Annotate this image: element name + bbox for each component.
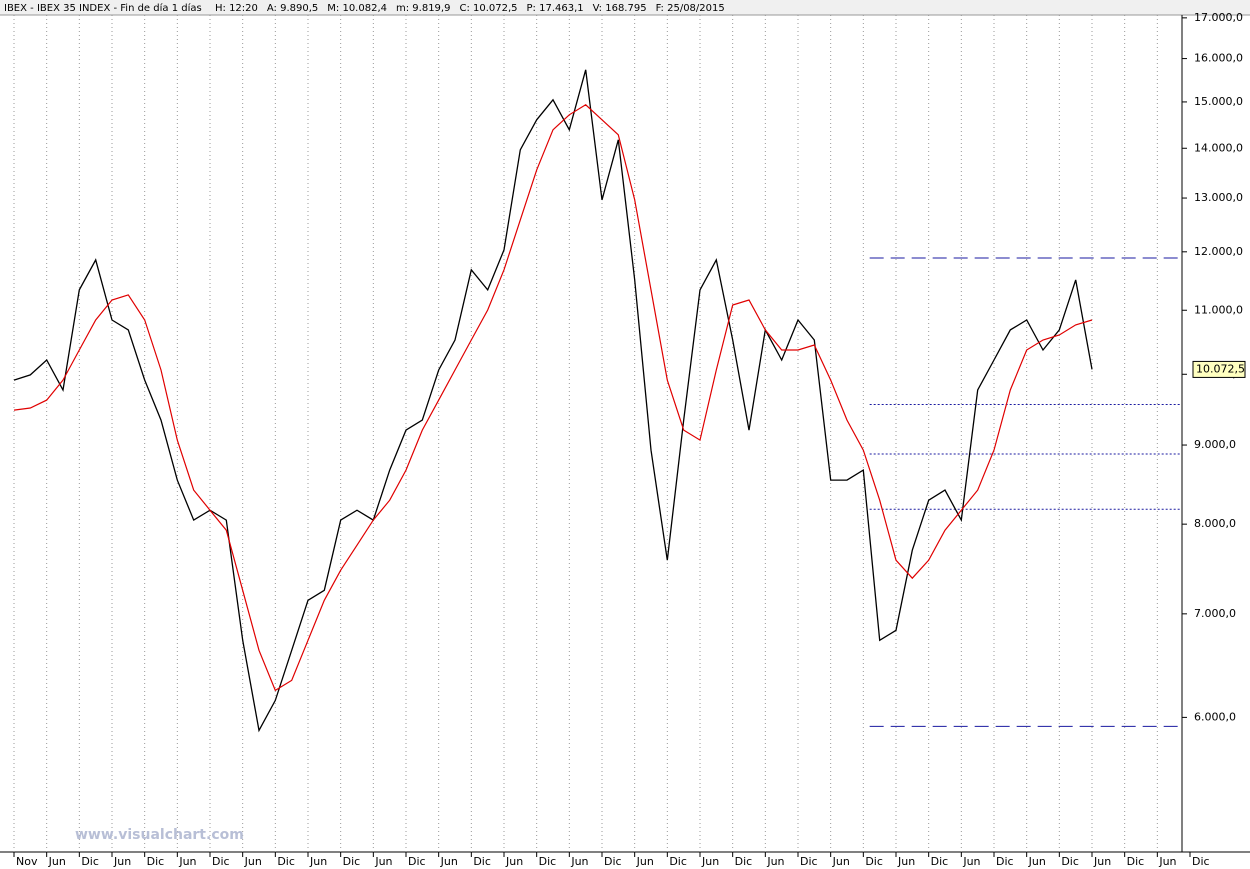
x-tick-label: Jun: [766, 855, 784, 868]
y-tick-label: 17.000,0: [1194, 11, 1243, 24]
x-tick-label: Dic: [212, 855, 230, 868]
y-tick-label: 12.000,0: [1194, 245, 1243, 258]
x-tick-label: Dic: [865, 855, 883, 868]
x-tick-label: Dic: [1192, 855, 1210, 868]
plot: [13, 69, 1180, 733]
series-line: [13, 69, 1093, 733]
price-tag: 10.072,5: [1196, 362, 1245, 375]
x-tick-label: Jun: [570, 855, 588, 868]
x-tick-label: Dic: [147, 855, 165, 868]
header-field: m: 9.819,9: [396, 3, 450, 14]
x-tick-label: Jun: [48, 855, 66, 868]
x-tick-label: Jun: [505, 855, 523, 868]
header-field: V: 168.795: [593, 3, 647, 14]
x-tick-label: Dic: [931, 855, 949, 868]
y-tick-label: 8.000,0: [1194, 517, 1236, 530]
x-tick-label: Dic: [1127, 855, 1145, 868]
x-tick-label: Jun: [897, 855, 915, 868]
header-bar: [0, 0, 1250, 15]
x-tick-label: Jun: [636, 855, 654, 868]
x-tick-label: Jun: [440, 855, 458, 868]
x-tick-label: Dic: [539, 855, 557, 868]
x-tick-label: Jun: [178, 855, 196, 868]
header-title: IBEX - IBEX 35 INDEX - Fin de día 1 días: [4, 2, 202, 14]
x-tick-label: Dic: [800, 855, 818, 868]
y-tick-label: 7.000,0: [1194, 607, 1236, 620]
header-field: F: 25/08/2015: [656, 3, 725, 14]
x-tick-label: Nov: [16, 855, 38, 868]
x-tick-label: Jun: [832, 855, 850, 868]
y-tick-label: 11.000,0: [1194, 303, 1243, 316]
header-field: M: 10.082,4: [327, 3, 387, 14]
y-tick-label: 9.000,0: [1194, 438, 1236, 451]
x-tick-label: Dic: [1061, 855, 1079, 868]
x-tick-label: Jun: [113, 855, 131, 868]
x-tick-label: Jun: [962, 855, 980, 868]
x-tick-label: Dic: [669, 855, 687, 868]
x-tick-label: Dic: [996, 855, 1014, 868]
y-tick-label: 13.000,0: [1194, 191, 1243, 204]
x-tick-label: Jun: [1158, 855, 1176, 868]
x-tick-label: Dic: [604, 855, 622, 868]
x-tick-label: Jun: [701, 855, 719, 868]
x-tick-label: Dic: [277, 855, 295, 868]
watermark: www.visualchart.com: [75, 827, 244, 843]
x-tick-label: Dic: [81, 855, 99, 868]
x-tick-label: Dic: [735, 855, 753, 868]
header-field: H: 12:20: [215, 3, 258, 14]
x-tick-label: Dic: [473, 855, 491, 868]
price-tag-box: [1192, 360, 1246, 378]
x-tick-label: Jun: [374, 855, 392, 868]
header-field: A: 9.890,5: [267, 3, 318, 14]
x-tick-label: Dic: [408, 855, 426, 868]
x-tick-label: Jun: [244, 855, 262, 868]
x-tick-label: Jun: [309, 855, 327, 868]
y-tick-label: 15.000,0: [1194, 95, 1243, 108]
header-field: C: 10.072,5: [459, 3, 517, 14]
series-line: [13, 104, 1093, 692]
x-tick-label: Jun: [1093, 855, 1111, 868]
y-tick-label: 16.000,0: [1194, 52, 1243, 65]
x-tick-label: Jun: [1028, 855, 1046, 868]
y-tick-label: 14.000,0: [1194, 141, 1243, 154]
x-tick-label: Dic: [343, 855, 361, 868]
header-field: P: 17.463,1: [527, 3, 584, 14]
y-tick-label: 6.000,0: [1194, 710, 1236, 723]
